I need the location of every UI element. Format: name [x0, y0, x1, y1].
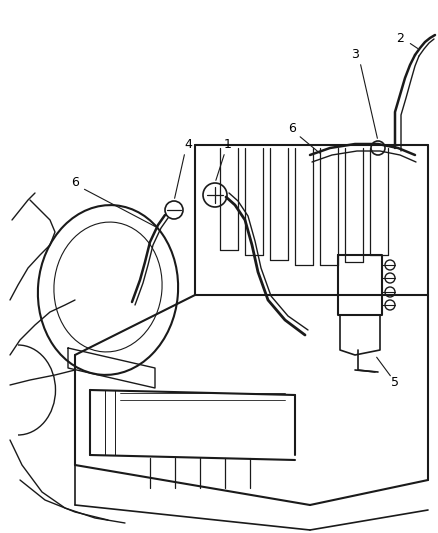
Text: 5: 5 [391, 376, 399, 390]
Text: 1: 1 [224, 139, 232, 151]
Text: 3: 3 [351, 49, 359, 61]
Text: 2: 2 [396, 31, 404, 44]
Text: 6: 6 [288, 122, 296, 134]
Text: 6: 6 [71, 175, 79, 189]
Text: 4: 4 [184, 139, 192, 151]
